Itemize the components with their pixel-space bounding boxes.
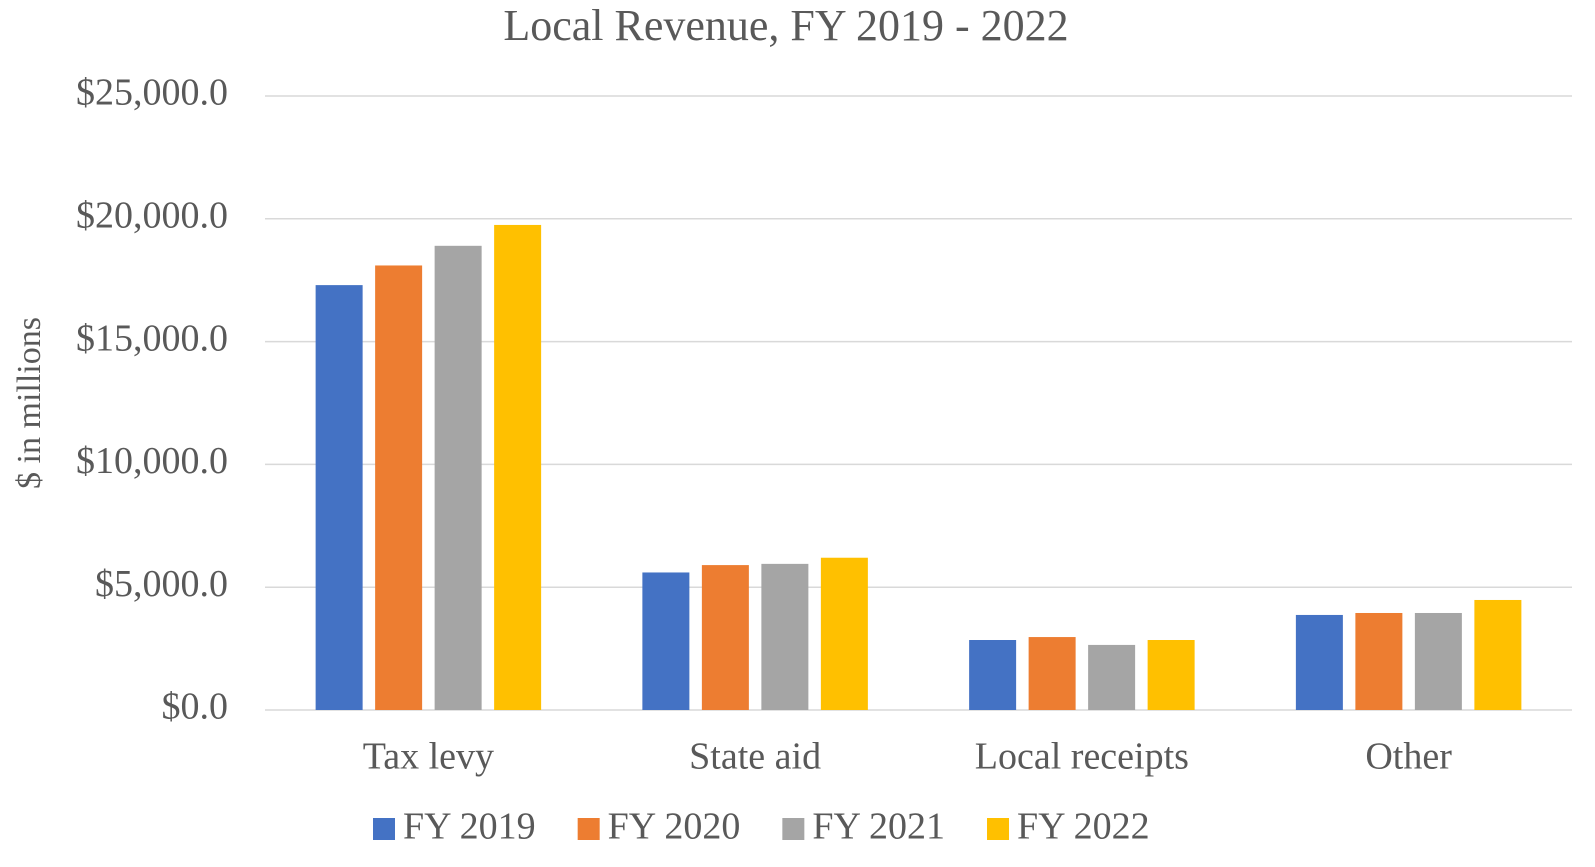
legend-label: FY 2019 — [403, 806, 536, 848]
bar — [761, 563, 809, 710]
bar — [1295, 614, 1343, 710]
chart-title: Local Revenue, FY 2019 - 2022 — [503, 1, 1068, 50]
y-tick-label: $25,000.0 — [76, 72, 228, 114]
bar — [969, 640, 1017, 710]
x-tick-label: State aid — [689, 736, 821, 778]
legend-label: FY 2021 — [812, 806, 945, 848]
y-tick-label: $10,000.0 — [76, 440, 228, 482]
legend-swatch — [577, 818, 600, 840]
legend-swatch — [987, 818, 1010, 840]
legend-label: FY 2020 — [608, 806, 741, 848]
y-axis-title: $ in millions — [11, 317, 48, 489]
x-tick-label: Tax levy — [363, 736, 494, 778]
x-tick-label: Other — [1365, 736, 1452, 778]
bar — [1474, 599, 1522, 710]
legend-label: FY 2022 — [1017, 806, 1150, 848]
bar — [434, 245, 482, 711]
y-tick-label: $5,000.0 — [95, 563, 228, 605]
bar — [1088, 644, 1136, 710]
bar — [494, 224, 542, 710]
x-tick-label: Local receipts — [975, 736, 1189, 778]
bar — [315, 285, 363, 710]
bar — [375, 265, 423, 710]
bar — [642, 572, 690, 710]
bar — [820, 557, 868, 710]
y-tick-label: $15,000.0 — [76, 317, 228, 359]
bar — [701, 565, 749, 710]
legend-swatch — [782, 818, 805, 840]
bar — [1028, 637, 1076, 710]
bar — [1355, 612, 1403, 710]
y-tick-label: $0.0 — [162, 686, 229, 728]
legend-swatch — [373, 818, 395, 840]
bar — [1147, 640, 1195, 710]
y-tick-label: $20,000.0 — [76, 195, 228, 237]
bar — [1414, 612, 1462, 710]
